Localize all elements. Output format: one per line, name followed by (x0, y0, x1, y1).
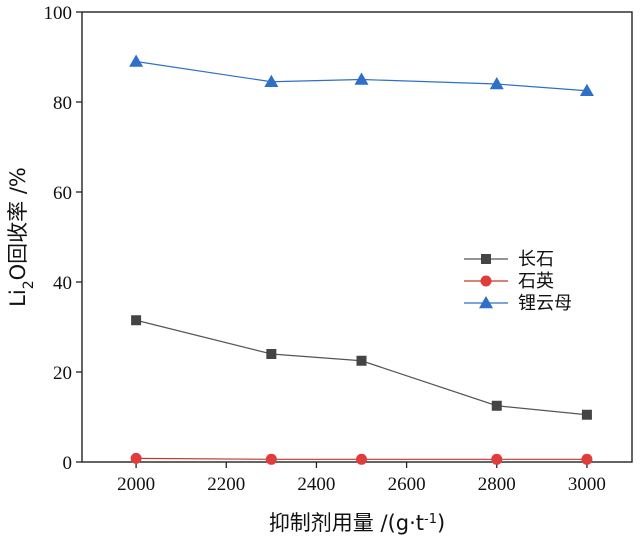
data-point (581, 453, 593, 465)
legend-marker (481, 254, 491, 264)
legend-label: 长石 (518, 249, 554, 270)
data-point (356, 453, 368, 465)
x-axis-title-close: ) (437, 511, 445, 535)
x-axis-title: 抑制剂用量 /(g·t-1) (269, 511, 445, 535)
x-tick-label: 3000 (568, 474, 606, 495)
y-axis-title-li: Li (6, 289, 30, 307)
y-axis-title: Li2O回收率 /% (6, 167, 37, 307)
data-point (354, 72, 369, 85)
y-tick-label: 20 (53, 363, 72, 384)
data-point (581, 409, 592, 420)
x-tick-label: 2200 (207, 474, 245, 495)
series-0 (131, 315, 592, 420)
legend-label: 石英 (518, 271, 554, 292)
x-axis-title-main: 抑制剂用量 /(g·t (269, 511, 424, 535)
x-tick-label: 2600 (388, 474, 426, 495)
data-point (491, 400, 502, 411)
y-axis: 0 20 40 60 80 100 (44, 3, 82, 474)
x-axis-title-superscript: -1 (424, 512, 437, 527)
data-point (129, 54, 144, 67)
y-tick-label: 60 (53, 183, 72, 204)
y-tick-label: 40 (53, 273, 72, 294)
series-layer (129, 54, 594, 465)
y-tick-label: 100 (44, 3, 73, 24)
y-axis-title-subscript: 2 (21, 280, 37, 289)
data-point (265, 453, 277, 465)
y-axis-title-rest: O回收率 /% (6, 167, 30, 280)
legend-marker (479, 296, 493, 309)
x-axis: 2000 2200 2400 2600 2800 3000 (117, 462, 606, 495)
series-2 (129, 54, 594, 96)
x-tick-label: 2400 (297, 474, 335, 495)
data-point (491, 453, 503, 465)
data-point (264, 74, 279, 87)
legend-label: 锂云母 (518, 293, 572, 314)
series-1 (130, 452, 593, 465)
x-tick-label: 2000 (117, 474, 155, 495)
y-tick-label: 0 (63, 453, 73, 474)
data-point (579, 83, 594, 96)
data-point (130, 452, 142, 464)
data-point (131, 315, 142, 326)
data-point (356, 355, 367, 366)
data-point (489, 77, 504, 90)
x-tick-label: 2800 (478, 474, 516, 495)
legend-marker (480, 275, 492, 287)
y-tick-label: 80 (53, 93, 72, 114)
data-point (266, 349, 277, 359)
